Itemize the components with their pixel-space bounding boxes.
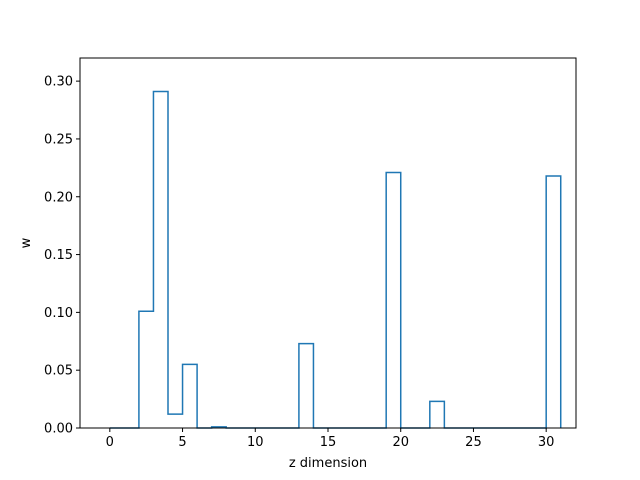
y-tick-label: 0.00 bbox=[44, 422, 73, 437]
x-tick-label: 0 bbox=[106, 435, 114, 450]
x-tick-label: 20 bbox=[392, 435, 409, 450]
y-axis-label: w bbox=[19, 237, 34, 248]
y-tick-label: 0.15 bbox=[44, 248, 73, 263]
x-axis-label: z dimension bbox=[289, 456, 367, 471]
x-tick-label: 15 bbox=[320, 435, 337, 450]
x-tick-label: 10 bbox=[247, 435, 264, 450]
x-axis: 0 5 10 15 20 25 30 bbox=[106, 428, 555, 450]
x-tick-label: 25 bbox=[465, 435, 482, 450]
y-tick-label: 0.05 bbox=[44, 364, 73, 379]
plot-area bbox=[80, 58, 576, 428]
x-tick-label: 5 bbox=[178, 435, 186, 450]
y-tick-label: 0.20 bbox=[44, 190, 73, 205]
y-axis: 0.00 0.05 0.10 0.15 0.20 0.25 0.30 bbox=[44, 75, 80, 437]
x-tick-label: 30 bbox=[538, 435, 555, 450]
y-tick-label: 0.10 bbox=[44, 306, 73, 321]
y-tick-label: 0.30 bbox=[44, 75, 73, 90]
y-tick-label: 0.25 bbox=[44, 132, 73, 147]
